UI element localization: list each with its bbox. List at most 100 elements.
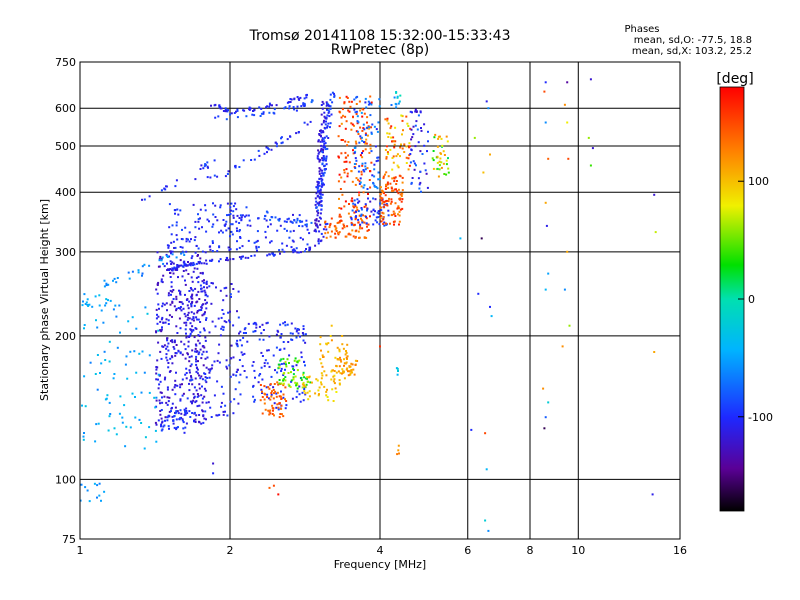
data-point (282, 374, 285, 376)
data-point (276, 371, 279, 374)
data-point (366, 167, 369, 170)
data-point (160, 423, 163, 426)
data-point (282, 341, 285, 343)
data-point (169, 268, 172, 270)
data-point (411, 111, 413, 114)
data-point (309, 248, 311, 251)
data-point (321, 172, 324, 175)
data-point (83, 432, 85, 434)
data-point (654, 231, 657, 234)
data-point (242, 336, 245, 339)
data-point (88, 500, 91, 503)
data-point (252, 395, 255, 398)
data-point (287, 341, 290, 343)
data-point (231, 233, 234, 236)
data-point (418, 187, 421, 190)
data-point (210, 367, 213, 370)
data-point (173, 305, 176, 308)
data-point (155, 423, 158, 426)
data-point (294, 375, 297, 378)
data-point (200, 357, 203, 360)
data-point (181, 419, 184, 422)
data-point (164, 321, 167, 324)
data-point (243, 109, 246, 112)
data-point (424, 169, 427, 172)
data-point (230, 344, 233, 347)
data-point (319, 343, 322, 346)
data-point (370, 132, 373, 135)
data-point (377, 156, 380, 159)
data-point (394, 140, 397, 143)
data-point (185, 372, 188, 374)
data-point (248, 219, 251, 222)
data-point (459, 237, 462, 240)
data-point (386, 145, 388, 148)
data-point (235, 220, 238, 223)
data-point (272, 484, 275, 487)
data-point (204, 376, 207, 379)
data-point (318, 393, 320, 396)
data-point (392, 155, 395, 158)
data-point (341, 193, 344, 196)
data-point (211, 225, 214, 228)
data-point (294, 381, 297, 384)
data-point (327, 137, 330, 139)
data-point (473, 136, 476, 139)
data-point (388, 132, 391, 135)
data-point (356, 208, 359, 211)
data-point (390, 104, 393, 106)
data-point (171, 301, 174, 304)
data-point (316, 226, 319, 229)
data-point (360, 170, 363, 173)
data-point (408, 146, 410, 149)
data-point (568, 324, 571, 327)
data-point (447, 157, 449, 160)
data-point (298, 385, 301, 388)
data-point (192, 270, 195, 273)
data-point (240, 216, 243, 219)
data-point (240, 218, 243, 221)
data-point (223, 224, 226, 227)
data-point (322, 228, 325, 231)
data-point (229, 206, 232, 209)
data-point (283, 227, 286, 230)
data-point (102, 321, 105, 324)
data-point (230, 202, 233, 205)
data-point (437, 175, 440, 178)
data-point (196, 310, 199, 312)
data-point (394, 176, 397, 179)
data-point (141, 272, 144, 275)
data-point (344, 140, 347, 143)
data-point (174, 267, 177, 270)
data-point (171, 388, 174, 391)
data-point (158, 307, 160, 310)
data-point (326, 222, 329, 225)
data-point (360, 185, 363, 188)
data-point (268, 102, 271, 105)
data-point (278, 382, 281, 385)
data-point (295, 364, 298, 367)
data-point (183, 321, 186, 324)
data-point (485, 468, 488, 471)
data-point (234, 202, 237, 205)
data-point (362, 191, 365, 194)
data-point (157, 341, 160, 344)
data-point (299, 335, 301, 338)
data-point (302, 238, 304, 241)
data-point (175, 344, 178, 346)
data-point (201, 271, 204, 274)
data-point (354, 203, 357, 206)
data-point (392, 161, 395, 164)
data-point (135, 371, 138, 374)
data-point (362, 186, 365, 189)
data-point (391, 177, 394, 180)
data-point (87, 305, 90, 307)
data-point (334, 228, 337, 231)
data-point (96, 484, 99, 487)
data-point (216, 414, 219, 417)
data-point (439, 152, 442, 155)
data-point (176, 264, 179, 266)
data-point (397, 444, 400, 447)
data-point (213, 159, 216, 162)
data-point (177, 412, 180, 415)
